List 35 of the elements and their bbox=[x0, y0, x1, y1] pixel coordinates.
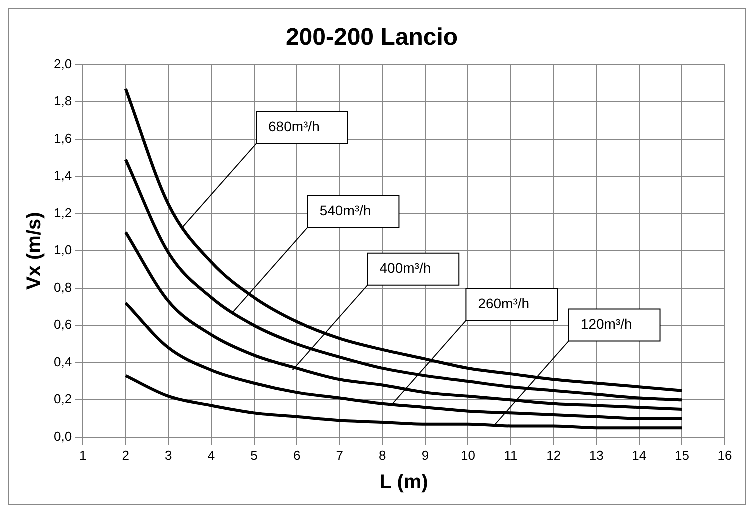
y-tick-label: 1,8 bbox=[54, 94, 72, 109]
x-tick-label: 3 bbox=[165, 448, 172, 463]
x-tick-label: 16 bbox=[718, 448, 732, 463]
x-tick-label: 4 bbox=[208, 448, 216, 463]
x-tick-label: 15 bbox=[674, 448, 690, 463]
x-tick-label: 13 bbox=[589, 448, 604, 463]
y-axis-title: Vx (m/s) bbox=[24, 212, 46, 290]
x-tick-label: 1 bbox=[79, 448, 87, 463]
y-tick-label: 1,0 bbox=[54, 242, 72, 258]
y-tick-label: 1,4 bbox=[54, 168, 72, 184]
y-tick-label: 0,0 bbox=[54, 428, 72, 444]
x-tick-label: 11 bbox=[504, 448, 518, 463]
x-axis-title: L (m) bbox=[380, 472, 428, 494]
chart-title: 200-200 Lancio bbox=[286, 24, 458, 52]
y-tick-label: 0,6 bbox=[54, 317, 72, 332]
annotation: 260m³/h bbox=[478, 296, 530, 312]
x-tick-label: 8 bbox=[379, 448, 386, 463]
x-tick-label: 14 bbox=[632, 448, 647, 463]
y-tick-label: 0,2 bbox=[54, 392, 72, 407]
y-tick-label: 1,6 bbox=[54, 130, 72, 146]
x-tick-label: 10 bbox=[460, 448, 476, 463]
x-tick-label: 12 bbox=[546, 448, 562, 463]
x-tick-label: 5 bbox=[250, 448, 258, 463]
annotation: 400m³/h bbox=[380, 260, 432, 276]
y-tick-label: 0,4 bbox=[54, 354, 72, 370]
y-tick-label: 1,2 bbox=[54, 205, 72, 220]
annotation: 120m³/h bbox=[580, 316, 632, 332]
annotation: 540m³/h bbox=[320, 202, 372, 218]
y-tick-label: 2,0 bbox=[54, 56, 72, 72]
x-tick-label: 7 bbox=[336, 448, 344, 463]
x-tick-label: 9 bbox=[422, 448, 430, 463]
annotation: 680m³/h bbox=[268, 118, 320, 135]
x-tick-label: 6 bbox=[293, 448, 301, 463]
y-tick-label: 0,8 bbox=[54, 280, 72, 295]
x-tick-label: 2 bbox=[122, 448, 130, 463]
